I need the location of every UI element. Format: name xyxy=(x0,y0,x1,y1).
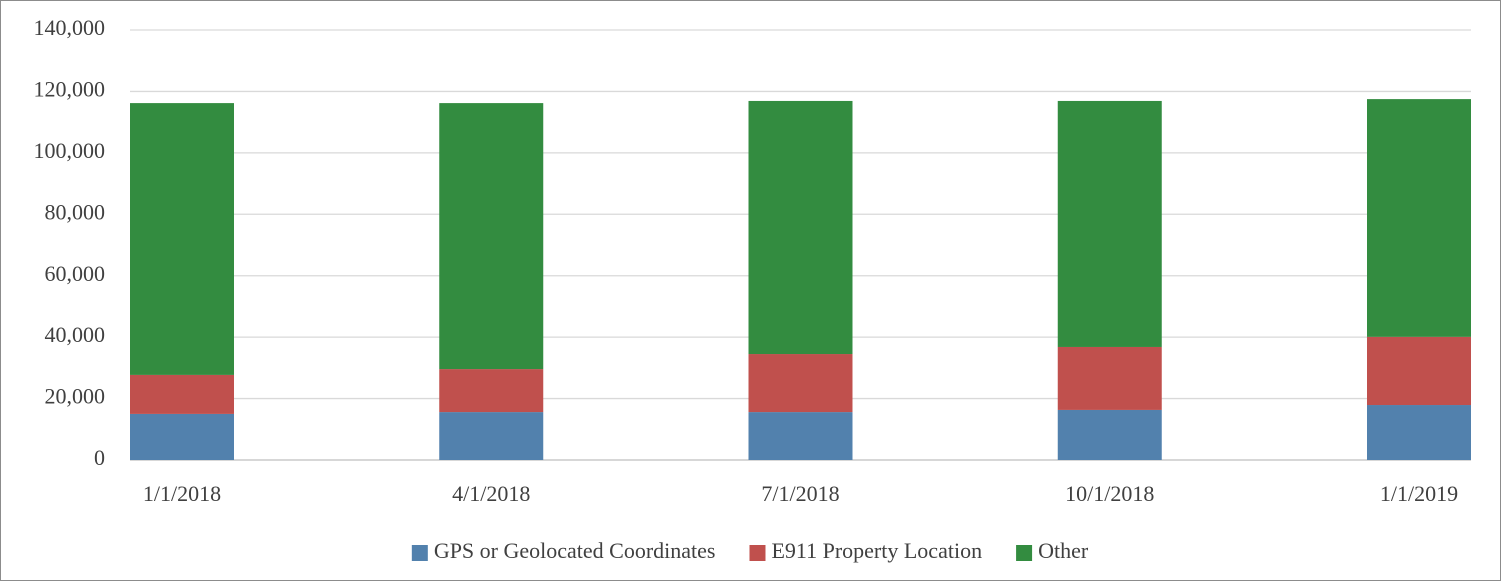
legend-label: GPS or Geolocated Coordinates xyxy=(434,538,716,563)
bar-segment xyxy=(439,103,544,370)
legend-label: E911 Property Location xyxy=(771,538,982,563)
y-tick-label: 0 xyxy=(94,445,105,470)
bar-segment xyxy=(130,413,234,460)
legend-swatch xyxy=(749,545,766,561)
legend-swatch xyxy=(1016,545,1033,561)
y-tick-label: 100,000 xyxy=(34,138,106,163)
bar-segment xyxy=(1057,346,1162,410)
x-tick-label: 7/1/2018 xyxy=(761,481,839,506)
y-tick-label: 20,000 xyxy=(45,384,106,409)
bar-segment xyxy=(748,100,853,355)
legend-swatch xyxy=(411,545,428,561)
x-tick-label: 1/1/2019 xyxy=(1380,481,1458,506)
y-tick-label: 120,000 xyxy=(34,76,106,101)
x-tick-label: 10/1/2018 xyxy=(1065,481,1154,506)
legend-label: Other xyxy=(1038,538,1089,563)
x-tick-label: 1/1/2018 xyxy=(143,481,221,506)
bar-segment xyxy=(1367,99,1471,337)
y-tick-label: 80,000 xyxy=(45,199,106,224)
bar-segment xyxy=(748,412,853,460)
bar-segment xyxy=(439,369,544,413)
bar-segment xyxy=(1367,336,1471,406)
y-tick-label: 140,000 xyxy=(34,15,106,40)
x-tick-label: 4/1/2018 xyxy=(452,481,530,506)
bar-segment xyxy=(1057,409,1162,460)
bar-segment xyxy=(748,354,853,413)
bar-segment xyxy=(130,103,234,375)
bar-segment xyxy=(1367,405,1471,460)
bar-segment xyxy=(1057,100,1162,347)
y-tick-label: 60,000 xyxy=(45,261,106,286)
bar-segment xyxy=(439,412,544,460)
y-tick-label: 40,000 xyxy=(45,322,106,347)
bar-segment xyxy=(130,374,234,414)
